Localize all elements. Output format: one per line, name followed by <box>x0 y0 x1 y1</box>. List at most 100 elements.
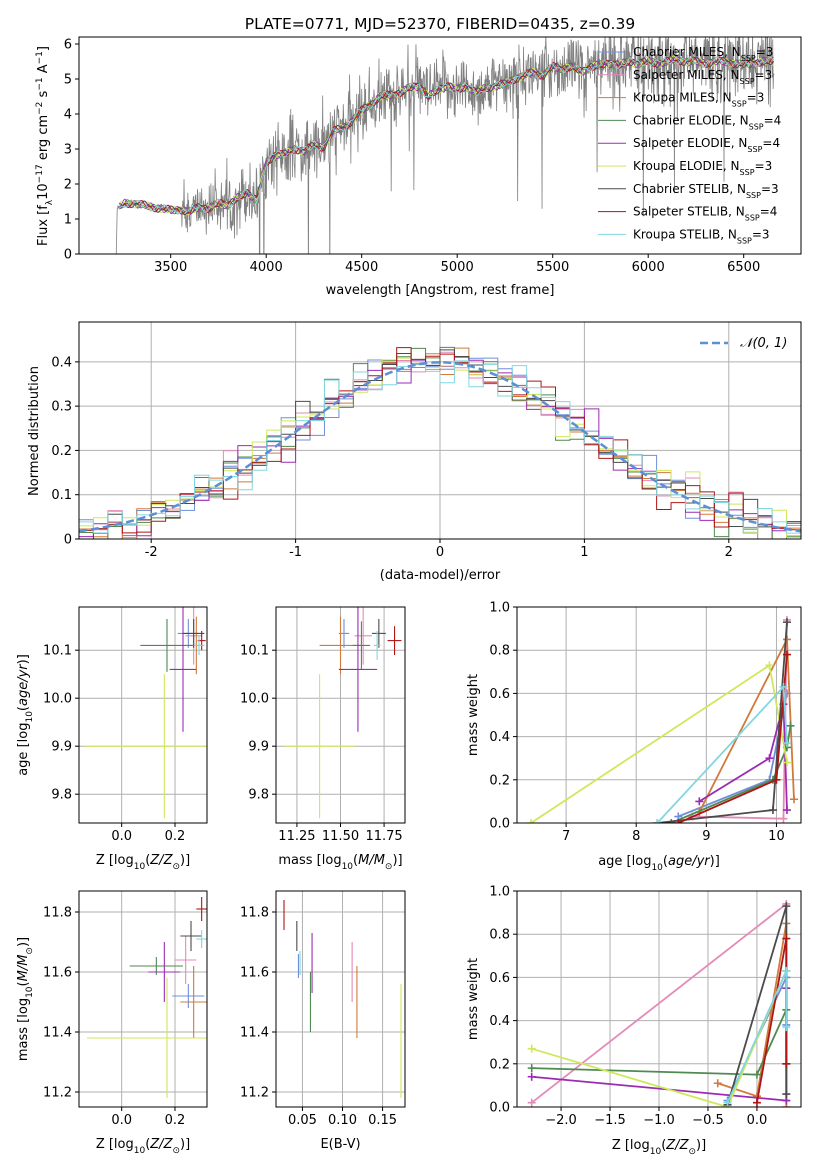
weight_vs_age-marker <box>768 806 777 815</box>
weight_vs_Z-xtick-label: −1.5 <box>594 1113 626 1128</box>
weight_vs_Z-marker <box>782 1023 791 1032</box>
weight_vs_age-xtick-label: 7 <box>562 829 570 844</box>
weight_vs_age-marker <box>779 682 788 691</box>
residuals-xtick-label: 1 <box>580 545 588 560</box>
age_vs_mass-frame <box>275 606 406 824</box>
age_vs_Z-xtick-label: 0.2 <box>165 829 186 844</box>
spectrum-xtick-label: 5500 <box>536 260 569 275</box>
age_vs_Z-plot <box>84 607 207 819</box>
spectrum-xtick-label: 6000 <box>632 260 665 275</box>
mass_vs_Z-ytick-label: 11.6 <box>43 966 72 981</box>
residuals-legend-label: 𝒩(0, 1) <box>740 336 787 351</box>
mass_vs_ebv-xlabel: E(B-V) <box>320 1137 360 1152</box>
weight_vs_age-marker <box>782 618 791 627</box>
mass_vs_ebv-xtick-label: 0.10 <box>328 1113 357 1128</box>
weight_vs_age-marker <box>782 739 791 748</box>
mass_vs_ebv-ytick-label: 11.2 <box>240 1086 269 1101</box>
spectrum-ytick-label: 1 <box>64 213 72 228</box>
spectrum-model-line <box>119 56 774 215</box>
legend-label: Kroupa MILES, NSSP=3 <box>633 91 764 109</box>
weight_vs_Z-ytick-label: 0.8 <box>489 928 510 943</box>
age_vs_mass-ytick-label: 9.8 <box>248 788 269 803</box>
age_vs_Z-ytick-label: 9.8 <box>51 788 72 803</box>
weight_vs_age-marker <box>779 814 788 823</box>
mass_vs_Z-axes: 0.0 0.2 11.2 11.4 11.6 11.8 <box>43 891 207 1128</box>
weight_vs_Z-marker <box>713 1079 722 1088</box>
weight_vs_Z-marker <box>782 1090 791 1099</box>
spectrum-xtick-label: 6500 <box>727 260 760 275</box>
residuals-xtick-label: 2 <box>725 545 733 560</box>
weight_vs_age-series-line <box>670 725 792 823</box>
weight_vs_age-xlabel: age [log10(age/yr)] <box>598 854 720 873</box>
age_vs_Z-ylabel: age [log10(age/yr)] <box>16 654 35 776</box>
residuals-xtick-label: -1 <box>289 545 302 560</box>
spectrum-axes: 3500 4000 4500 5000 5500 6000 6500 0 1 2 3 4 5 6 <box>64 38 761 276</box>
legend-label: Salpeter MILES, NSSP=3 <box>633 68 772 86</box>
residuals-hist <box>79 347 801 534</box>
spectrum-xlabel: wavelength [Angstrom, rest frame] <box>326 283 555 298</box>
mass_vs_ebv-ytick-label: 11.6 <box>240 966 269 981</box>
weight_vs_age-series-line <box>530 663 788 823</box>
weight_vs_Z-frame <box>516 890 802 1108</box>
legend-label: Salpeter STELIB, NSSP=4 <box>633 205 777 223</box>
residuals-xtick-label: -2 <box>145 545 158 560</box>
weight_vs_Z-xlabel: Z [log10(Z/Z⊙)] <box>612 1138 706 1157</box>
mass_vs_ebv-axes: 0.05 0.10 0.15 11.2 11.4 11.6 11.8 <box>240 891 405 1128</box>
weight_vs_Z-ytick-label: 1.0 <box>489 885 510 900</box>
weight_vs_Z-marker <box>527 1064 536 1073</box>
age_vs_mass-axes: 11.25 11.50 11.75 9.8 9.9 10.0 10.1 <box>240 607 405 844</box>
age_vs_Z-ytick-label: 10.0 <box>43 692 72 707</box>
weight_vs_Z-marker <box>782 902 791 911</box>
weight_vs_age-plot <box>527 615 798 823</box>
spectrum-model-line <box>118 55 774 216</box>
legend-label: Kroupa STELIB, NSSP=3 <box>633 227 770 245</box>
weight_vs_Z-axes: −2.0 −1.5 −1.0 −0.5 0.0 0.0 0.2 0.4 0.6 0.8 1.0 <box>489 885 801 1128</box>
spectrum-xtick-label: 5000 <box>441 260 474 275</box>
age_vs_mass-ytick-label: 10.1 <box>240 644 269 659</box>
weight_vs_age-marker <box>695 797 704 806</box>
weight_vs_age-marker <box>782 635 791 644</box>
weight_vs_age-series-line <box>657 622 788 823</box>
mass_vs_Z-frame <box>78 890 208 1108</box>
spectrum-ytick-label: 3 <box>64 143 72 158</box>
weight_vs_age-marker <box>653 819 662 823</box>
age_vs_Z-ytick-label: 9.9 <box>51 740 72 755</box>
weight_vs_age-marker <box>765 661 774 670</box>
weight_vs_age-ylabel: mass weight <box>466 674 481 756</box>
age_vs_mass-ytick-label: 9.9 <box>248 740 269 755</box>
weight_vs_Z-series-line <box>717 923 788 1107</box>
weight_vs_Z-marker <box>723 1098 732 1107</box>
weight_vs_age-marker <box>782 758 791 767</box>
weight_vs_age-series-line <box>656 684 788 823</box>
weight_vs_Z-marker <box>527 1044 536 1053</box>
age_vs_Z-xtick-label: 0.0 <box>111 829 132 844</box>
mass_vs_ebv-frame <box>275 890 406 1108</box>
weight_vs_Z-ytick-label: 0.0 <box>489 1101 510 1116</box>
weight_vs_Z-ytick-label: 0.2 <box>489 1057 510 1072</box>
weight_vs_age-xtick-label: 9 <box>702 829 710 844</box>
mass_vs_Z-ylabel: mass [log10(M/M⊙)] <box>16 937 35 1061</box>
spectrum-model-line <box>119 56 774 215</box>
mass_vs_Z-xtick-label: 0.0 <box>111 1113 132 1128</box>
weight_vs_Z-marker <box>782 1059 791 1068</box>
mass_vs_Z-plot <box>87 897 207 1098</box>
residuals-ytick-label: 0 <box>64 533 72 548</box>
age_vs_Z-frame <box>78 606 208 824</box>
spectrum-ytick-label: 0 <box>64 248 72 263</box>
legend-label: Chabrier MILES, NSSP=3 <box>633 45 773 63</box>
weight_vs_age-marker <box>674 819 683 823</box>
weight_vs_age-ytick-label: 0.2 <box>489 773 510 788</box>
normal-curve <box>79 361 801 533</box>
mass_vs_Z-xtick-label: 0.2 <box>165 1113 186 1128</box>
mass_vs_ebv-xtick-label: 0.15 <box>368 1113 397 1128</box>
residuals-hist <box>79 349 801 539</box>
weight_vs_age-xtick-label: 10 <box>768 829 785 844</box>
weight_vs_age-axes: 7 8 9 10 0.0 0.2 0.4 0.6 0.8 1.0 <box>489 601 801 844</box>
weight_vs_Z-xtick-label: −2.0 <box>545 1113 577 1128</box>
mass_vs_Z-ytick-label: 11.4 <box>43 1026 72 1041</box>
residuals-ytick-label: 0.2 <box>51 444 72 459</box>
age_vs_mass-xtick-label: 11.75 <box>365 829 402 844</box>
weight_vs_age-marker <box>786 721 795 730</box>
weight_vs_Z-marker <box>527 1098 536 1107</box>
